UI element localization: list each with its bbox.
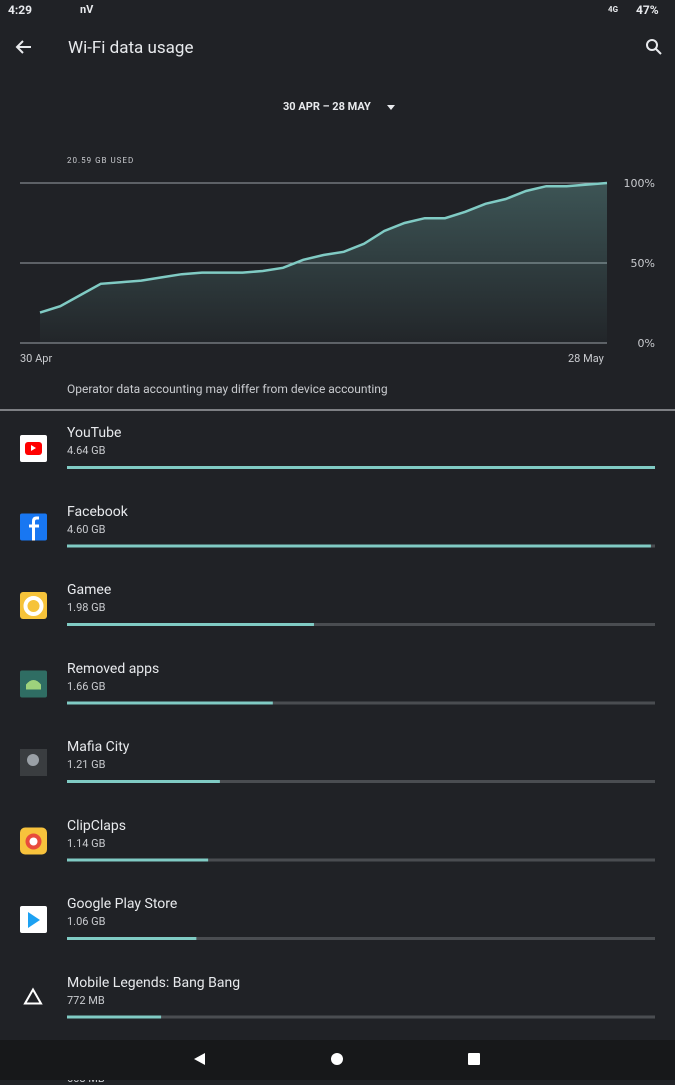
x-end-label: 28 May (568, 352, 604, 365)
progress-bar (67, 623, 314, 626)
icon-shape (31, 445, 36, 451)
nav-bar (0, 1040, 675, 1080)
app-row[interactable] (20, 749, 655, 783)
progress-bar (67, 466, 655, 469)
y-tick-label: 0% (638, 337, 655, 350)
app-row[interactable] (20, 435, 655, 469)
app-usage: 1.98 GB (67, 601, 106, 614)
icon-shape (23, 987, 43, 1005)
app-name: Facebook (67, 503, 128, 520)
status-time: 4:29 (8, 3, 33, 17)
page-title: Wi-Fi data usage (68, 38, 194, 58)
app-row[interactable] (20, 906, 655, 940)
progress-track (67, 623, 655, 626)
progress-track (67, 1015, 655, 1019)
app-name: Removed apps (67, 660, 160, 677)
icon-shape (26, 680, 41, 690)
icon-shape (27, 754, 39, 766)
progress-bar (67, 858, 209, 862)
app-row[interactable] (20, 513, 655, 548)
app-usage: 772 MB (67, 993, 105, 1007)
usage-line (39, 181, 608, 314)
app-usage: 1.06 GB (67, 915, 106, 928)
progress-track (67, 858, 655, 862)
app-row[interactable] (20, 592, 655, 626)
app-name: Mobile Legends: Bang Bang (67, 974, 241, 991)
icon-shape (23, 596, 44, 616)
nav-back[interactable] (194, 1053, 205, 1065)
app-usage: 1.66 GB (67, 679, 106, 693)
app-list (20, 435, 655, 1019)
progress-track (67, 701, 655, 705)
app-name: YouTube (67, 425, 122, 441)
progress-bar (67, 701, 273, 705)
usage-chart: 0% 50% 100% (20, 177, 655, 350)
app-row[interactable] (23, 987, 655, 1019)
progress-bar (67, 937, 197, 940)
nav-home[interactable] (331, 1053, 343, 1065)
progress-bar (67, 1015, 162, 1019)
app-usage: 4.60 GB (67, 522, 106, 536)
used-label: 20.59 GB USED (67, 156, 135, 165)
icon-shape (29, 837, 38, 846)
app-row[interactable] (20, 827, 655, 862)
progress-track (67, 780, 655, 783)
dropdown-arrow[interactable] (387, 105, 395, 110)
usage-area (40, 183, 607, 343)
y-tick-label: 100% (624, 177, 655, 190)
progress-track (67, 937, 655, 940)
status-carrier: nV (80, 3, 94, 16)
back-button[interactable] (15, 40, 31, 54)
date-range[interactable]: 30 APR – 28 MAY (283, 100, 371, 113)
progress-bar (67, 544, 651, 548)
app-row[interactable] (20, 670, 655, 705)
search-button[interactable] (646, 39, 662, 55)
progress-bar (67, 780, 220, 783)
note: Operator data accounting may differ from… (67, 382, 388, 396)
nav-recents[interactable] (468, 1053, 480, 1065)
app-name: Google Play Store (67, 896, 178, 912)
icon-shape (29, 516, 39, 541)
status-battery: 47% (636, 3, 659, 17)
app-usage: 1.21 GB (67, 758, 106, 771)
nav-icons (194, 1053, 480, 1065)
app-name: Gamee (67, 582, 112, 598)
app-name: Mafia City (67, 739, 130, 755)
app-name: ClipClaps (67, 817, 127, 834)
app-usage: 4.64 GB (67, 444, 106, 457)
x-start-label: 30 Apr (20, 352, 53, 365)
icon-shape (28, 912, 40, 928)
status-network: 4G (608, 5, 619, 14)
y-tick-label: 50% (631, 257, 655, 270)
app-usage: 1.14 GB (67, 836, 106, 850)
